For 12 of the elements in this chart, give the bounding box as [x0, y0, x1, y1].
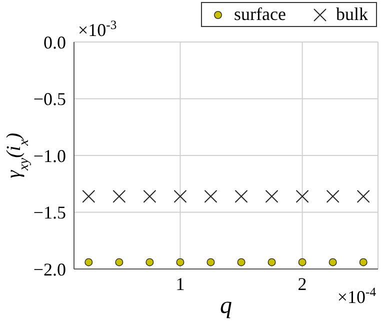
x-tick-label: 1: [176, 274, 185, 294]
text: ×10$^{-3}$: [78, 18, 117, 40]
text: ×10$^{-4}$: [337, 285, 377, 307]
y-tick-label: −1.5: [33, 202, 66, 223]
y-tick-label: 0.0: [44, 32, 66, 52]
legend-label: surface: [234, 4, 286, 25]
legend-label: bulk: [336, 4, 368, 25]
y-tick-label: −0.5: [33, 89, 66, 110]
x-tick-label: 2: [298, 274, 307, 294]
y-tick-label: −2.0: [33, 259, 66, 280]
y-tick-label: −1.0: [33, 146, 66, 166]
x-axis-title: q: [220, 293, 232, 319]
